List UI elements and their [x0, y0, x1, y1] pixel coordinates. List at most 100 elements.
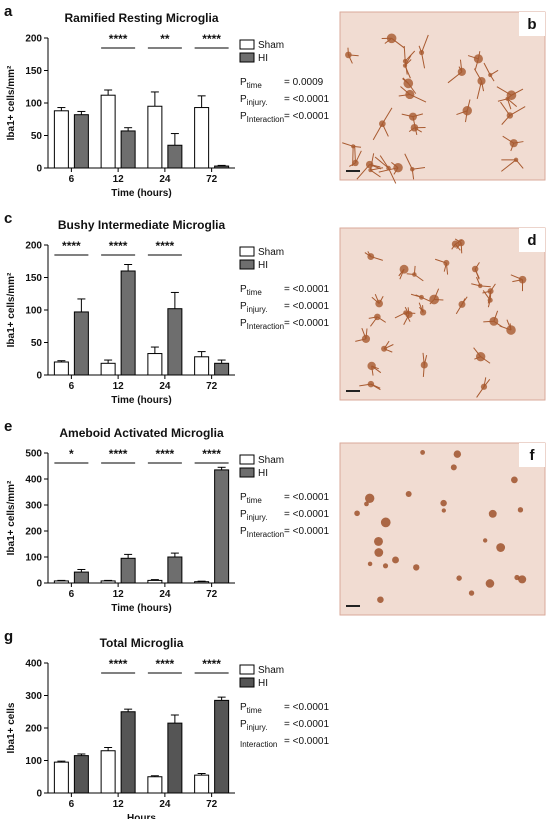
process: [489, 69, 499, 76]
legend-swatch: [239, 246, 255, 257]
process: [509, 106, 526, 116]
bar: [73, 114, 89, 169]
process: [418, 302, 424, 313]
process: [370, 316, 378, 327]
legend-swatch: [239, 39, 255, 50]
bar: [100, 750, 116, 794]
process: [374, 293, 380, 304]
process: [474, 58, 479, 70]
chart-title: Ameboid Activated Microglia: [59, 426, 224, 440]
cell: [517, 507, 524, 513]
process: [480, 80, 485, 92]
chart-title: Ramified Resting Microglia: [64, 11, 218, 25]
bar: [147, 579, 163, 584]
legend-swatch: [239, 454, 255, 465]
process: [483, 377, 487, 387]
process: [467, 55, 479, 60]
cell: [514, 574, 520, 581]
cell: [354, 510, 360, 517]
cell: [374, 536, 383, 546]
process: [454, 243, 461, 251]
process: [370, 167, 384, 171]
cell: [420, 450, 426, 455]
legend-swatch: [239, 467, 255, 478]
process: [347, 54, 353, 64]
process: [384, 37, 392, 44]
panel-label-box: [519, 443, 545, 467]
stat-label: Ptime: [240, 702, 262, 715]
process: [480, 285, 491, 288]
cell: [440, 499, 447, 507]
process: [499, 325, 512, 331]
x-tick-label: 6: [69, 174, 75, 185]
stat-value: = <0.0001: [284, 736, 329, 747]
bar: [194, 356, 210, 376]
process: [370, 256, 383, 261]
process: [461, 296, 468, 305]
stat-label: Pinjury.: [240, 94, 267, 107]
stat-sub: time: [247, 288, 263, 297]
stat-value: = <0.0001: [284, 492, 329, 503]
process: [400, 86, 411, 95]
process: [497, 98, 508, 102]
stat-p: P: [240, 719, 247, 730]
process: [421, 34, 429, 53]
process: [447, 71, 463, 84]
cell: [364, 501, 369, 507]
x-tick-label: 12: [113, 381, 125, 392]
stat-value: = <0.0001: [284, 719, 329, 730]
process: [404, 153, 413, 170]
cell: [482, 538, 488, 543]
cell: [377, 596, 384, 603]
process: [460, 242, 463, 254]
chart-title: Total Microglia: [100, 636, 184, 650]
x-tick-label: 24: [159, 589, 171, 600]
x-tick-label: 12: [113, 589, 125, 600]
legend-swatch: [239, 52, 255, 63]
bar: [214, 469, 230, 584]
stat-label: PInteraction: [240, 526, 284, 539]
significance: ****: [109, 32, 128, 46]
process: [374, 156, 389, 169]
stat-label: Ptime: [240, 77, 262, 90]
y-tick-label: 200: [25, 34, 42, 45]
process: [383, 344, 394, 350]
cell: [380, 517, 391, 528]
process: [445, 262, 449, 275]
process: [474, 356, 481, 360]
stat-p: P: [240, 492, 247, 503]
cell: [382, 563, 389, 569]
process: [455, 239, 463, 245]
bar: [167, 556, 183, 584]
process: [483, 320, 494, 323]
process: [371, 365, 382, 374]
process: [398, 268, 405, 277]
stat-p: P: [240, 509, 247, 520]
cell: [450, 464, 457, 471]
y-tick-label: 400: [25, 475, 42, 486]
panel-label-box: [519, 228, 545, 252]
y-tick-label: 50: [31, 338, 43, 349]
process: [407, 83, 417, 94]
stat-label: Pinjury.: [240, 719, 267, 732]
process: [418, 45, 423, 53]
legend-label: HI: [258, 260, 268, 271]
process: [372, 123, 383, 141]
scale-bar: [346, 170, 360, 172]
process: [404, 61, 408, 75]
process: [456, 110, 468, 116]
stat-sub: injury.: [247, 513, 268, 522]
stat-label: PInteraction: [240, 111, 284, 124]
x-tick-label: 6: [69, 589, 75, 600]
stat-p: P: [240, 111, 247, 122]
y-tick-label: 150: [25, 66, 42, 77]
process: [401, 113, 414, 118]
process: [355, 150, 362, 164]
stat-p: P: [240, 301, 247, 312]
process: [403, 45, 406, 62]
process: [474, 262, 480, 270]
y-tick-label: 50: [31, 131, 43, 142]
y-tick-label: 0: [36, 789, 42, 800]
x-tick-label: 24: [159, 799, 171, 810]
legend-label: Sham: [258, 455, 284, 466]
